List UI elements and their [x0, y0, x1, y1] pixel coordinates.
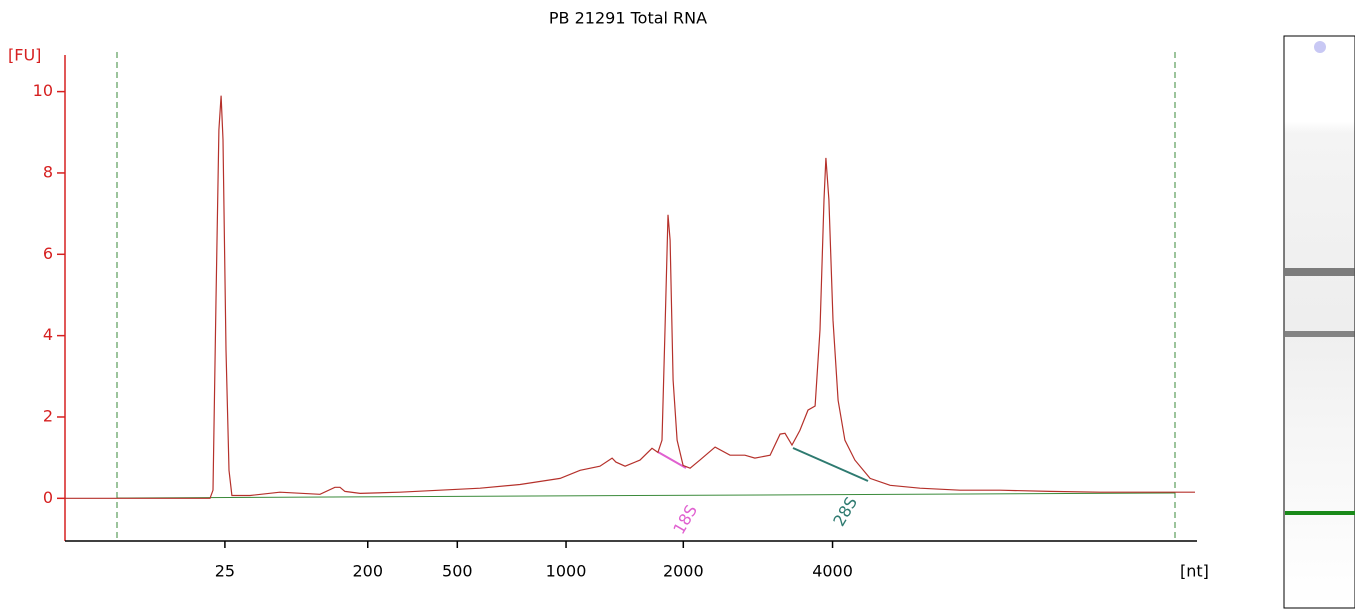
gel-band [1285, 268, 1355, 276]
peak-28s-line [792, 447, 869, 482]
x-tick-label: 2000 [663, 562, 704, 581]
y-tick-label: 4 [43, 325, 53, 344]
y-tick-label: 6 [43, 244, 53, 263]
x-tick-label: 25 [215, 562, 235, 581]
baseline [116, 492, 1176, 499]
gel-marker [1285, 511, 1355, 515]
gel-well [1314, 41, 1326, 53]
x-axis-label: [nt] [1180, 562, 1209, 581]
gel-lane [1283, 35, 1355, 609]
x-tick-label: 1000 [546, 562, 587, 581]
peak-18s-line [657, 451, 687, 469]
y-tick-label: 8 [43, 162, 53, 181]
gel-band [1285, 331, 1355, 337]
y-tick-label: 10 [33, 81, 53, 100]
chart-title: PB 21291 Total RNA [549, 9, 707, 28]
annotation: 18S [669, 502, 701, 538]
y-axis-label: [FU] [8, 46, 41, 65]
x-tick-label: 4000 [812, 562, 853, 581]
trace [65, 95, 1195, 499]
gel-frame [1283, 35, 1355, 609]
y-tick-label: 0 [43, 488, 53, 507]
x-tick-label: 500 [442, 562, 473, 581]
annotation: 28S [829, 494, 861, 530]
y-tick-label: 2 [43, 406, 53, 425]
x-tick-label: 200 [352, 562, 383, 581]
